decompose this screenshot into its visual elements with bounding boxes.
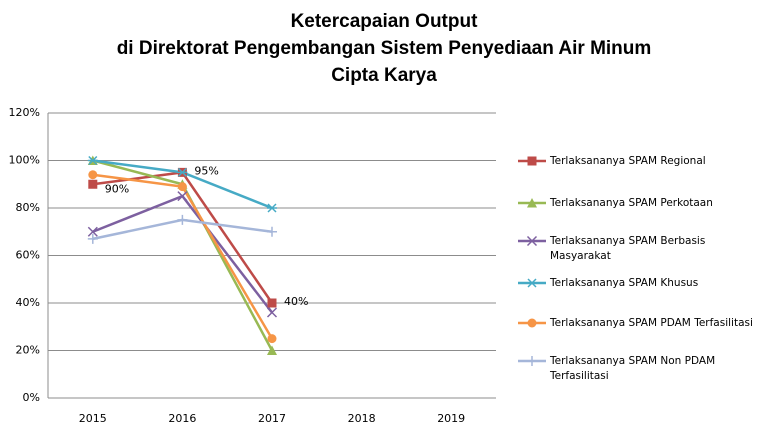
legend-item: Terlaksananya SPAM Regional [518,154,760,169]
legend-swatch [518,278,546,288]
legend-item: Terlaksananya SPAM Non PDAM Terfasilitas… [518,354,760,384]
marker-triangle [527,198,537,208]
x-tick-label: 2016 [168,412,196,425]
marker-x [87,226,98,237]
data-label: 90% [105,182,129,195]
chart-title: Ketercapaian Output [291,11,479,32]
legend-label: Terlaksananya SPAM Perkotaan [550,197,713,209]
marker-square [527,156,537,166]
legend-swatch [518,235,546,247]
marker-plus [87,233,98,244]
legend-swatch [518,318,546,328]
marker-plus [527,356,537,366]
y-tick-label: 100% [9,154,40,167]
marker-circle [177,182,187,192]
marker-circle [88,170,98,180]
marker-square [267,298,277,308]
series-line [92,173,274,340]
chart-title: Cipta Karya [331,65,437,86]
marker-triangle [267,345,277,355]
legend-item: Terlaksananya SPAM Perkotaan [518,196,760,211]
y-tick-label: 80% [16,201,40,214]
legend-label: Terlaksananya SPAM Khusus [550,277,699,289]
marker-x [177,191,188,202]
marker-x [266,307,278,318]
marker-star [527,278,537,288]
data-label: 95% [194,164,218,177]
y-tick-label: 20% [16,344,40,357]
legend-label: Terlaksananya SPAM Berbasis Masyarakat [550,235,706,262]
x-tick-label: 2015 [79,412,107,425]
y-tick-label: 120% [9,106,40,119]
marker-circle [267,334,277,344]
legend-label: Terlaksananya SPAM Regional [550,155,706,167]
legend-item: Terlaksananya SPAM Berbasis Masyarakat [518,234,760,264]
y-tick-label: 40% [16,296,40,309]
marker-circle [527,318,537,328]
y-tick-label: 0% [23,391,40,404]
marker-x [526,235,538,247]
legend-item: Terlaksananya SPAM PDAM Terfasilitasi [518,316,760,331]
marker-plus [177,214,188,225]
legend-swatch [518,156,546,166]
legend-label: Terlaksananya SPAM Non PDAM Terfasilitas… [550,355,716,382]
legend-swatch [518,356,546,366]
marker-plus [267,226,277,237]
marker-star [267,203,277,213]
y-tick-label: 60% [16,249,40,262]
legend-label: Terlaksananya SPAM PDAM Terfasilitasi [550,317,753,329]
chart-title: di Direktorat Pengembangan Sistem Penyed… [117,38,652,59]
marker-star [87,155,98,166]
legend-item: Terlaksananya SPAM Khusus [518,276,760,291]
x-tick-label: 2017 [258,412,286,425]
x-tick-label: 2019 [437,412,465,425]
marker-star [177,167,188,177]
data-label: 40% [284,295,308,308]
marker-square [88,179,98,189]
x-tick-label: 2018 [348,412,376,425]
legend-swatch [518,198,546,208]
